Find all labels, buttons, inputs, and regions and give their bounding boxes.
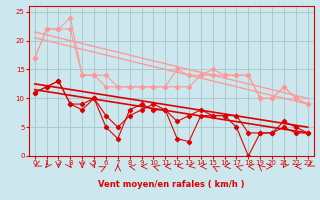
X-axis label: Vent moyen/en rafales ( km/h ): Vent moyen/en rafales ( km/h )	[98, 180, 244, 189]
